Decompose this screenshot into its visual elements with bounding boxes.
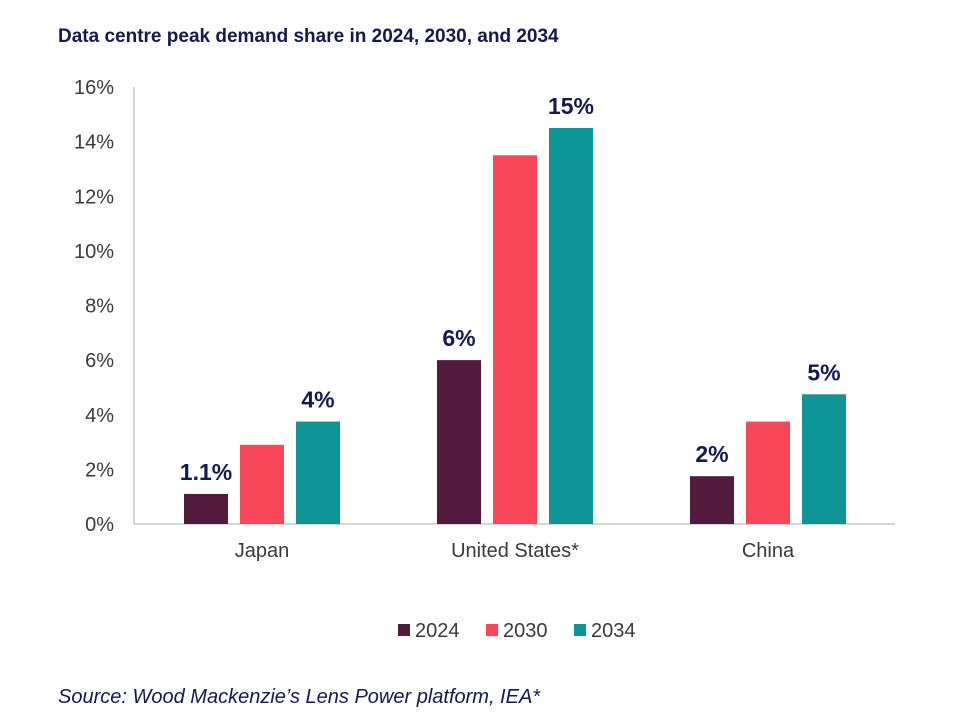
y-tick-label: 8% [85,296,114,318]
data-label: 15% [548,93,594,119]
y-tick-label: 10% [74,241,114,263]
y-tick-label: 0% [85,514,114,536]
legend-swatch-2024 [398,624,410,636]
y-tick-label: 16% [74,77,114,99]
legend-label-2024: 2024 [415,620,460,642]
legend-swatch-2030 [486,624,498,636]
data-label: 5% [807,359,840,385]
bar-chart: 0% 2% 4% 6% 8% 10% 12% 14% 16% 1.1% 4% 6% 15% 2% 5% J… [74,77,895,642]
bar-2030-2 [746,421,790,524]
y-tick-label: 14% [74,132,114,154]
legend-label-2034: 2034 [591,620,636,642]
source-note: Source: Wood Mackenzie’s Lens Power plat… [58,686,541,708]
data-labels-group: 1.1% 4% 6% 15% 2% 5% [180,93,841,485]
chart-title: Data centre peak demand share in 2024, 2… [58,26,559,47]
y-tick-label: 2% [85,459,114,481]
x-tick-label: Japan [235,540,290,562]
y-axis-ticks: 0% 2% 4% 6% 8% 10% 12% 14% 16% [74,77,114,536]
x-tick-label: United States* [451,540,579,562]
data-label: 2% [695,441,728,467]
x-tick-label: China [742,540,795,562]
y-tick-label: 12% [74,186,114,208]
bar-2024-0 [184,493,228,524]
bar-2024-1 [437,360,481,524]
data-label: 6% [442,325,475,351]
y-tick-label: 6% [85,350,114,372]
bar-2030-1 [493,155,537,524]
y-tick-label: 4% [85,405,114,427]
bar-2034-2 [802,394,846,524]
bars-group [184,127,846,524]
legend: 2024 2030 2034 [398,620,636,642]
legend-label-2030: 2030 [503,620,548,642]
legend-swatch-2034 [574,624,586,636]
data-label: 1.1% [180,459,232,485]
data-label: 4% [301,387,334,413]
bar-2034-0 [296,421,340,524]
bar-2034-1 [549,127,593,524]
bar-2024-2 [690,476,734,524]
bar-2030-0 [240,444,284,524]
x-axis-ticks: Japan United States* China [235,540,795,562]
